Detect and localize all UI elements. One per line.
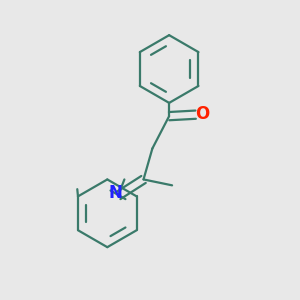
- Text: N: N: [109, 184, 123, 202]
- Text: O: O: [195, 105, 209, 123]
